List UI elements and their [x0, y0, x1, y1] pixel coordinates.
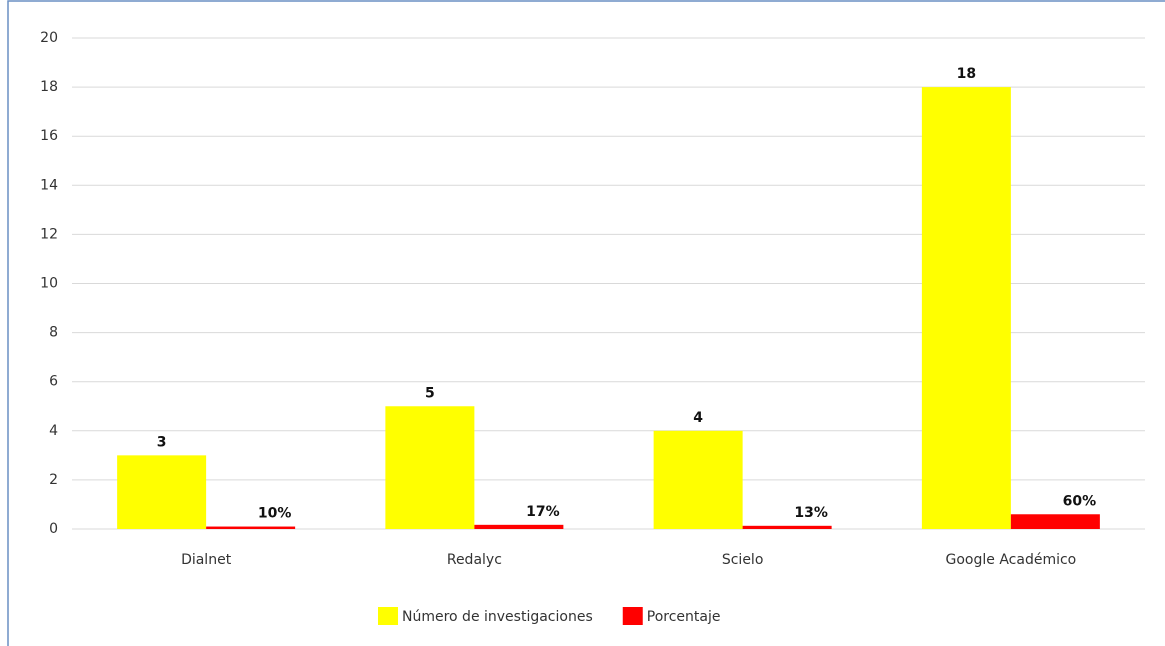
bar	[474, 524, 564, 529]
y-tick-label: 6	[49, 374, 58, 390]
legend-swatch	[378, 607, 398, 625]
data-label: 10%	[258, 506, 292, 522]
x-tick-label: Redalyc	[447, 552, 502, 568]
legend-label: Porcentaje	[647, 609, 721, 625]
bar	[742, 525, 832, 529]
y-tick-label: 14	[40, 177, 58, 193]
y-tick-label: 12	[40, 226, 58, 242]
y-tick-label: 2	[49, 472, 58, 488]
x-tick-label: Dialnet	[181, 552, 232, 568]
data-label: 18	[957, 66, 976, 82]
y-tick-label: 18	[40, 79, 58, 95]
bar	[385, 406, 475, 529]
y-tick-label: 10	[40, 276, 58, 292]
bar	[653, 430, 743, 529]
y-tick-label: 16	[40, 128, 58, 144]
legend-label: Número de investigaciones	[402, 609, 593, 625]
x-tick-label: Google Académico	[946, 552, 1077, 568]
bar	[117, 455, 207, 529]
bar	[206, 526, 296, 529]
bar	[921, 87, 1011, 529]
y-tick-label: 8	[49, 325, 58, 341]
y-tick-label: 4	[49, 423, 58, 439]
frame	[7, 0, 1165, 646]
data-label: 60%	[1063, 493, 1097, 509]
bar	[1010, 514, 1100, 529]
y-tick-label: 20	[40, 30, 58, 46]
y-tick-label: 0	[49, 521, 58, 537]
data-label: 4	[693, 410, 703, 426]
data-label: 13%	[794, 505, 828, 521]
legend-swatch	[622, 607, 643, 625]
data-label: 5	[425, 385, 435, 401]
data-label: 3	[157, 434, 167, 450]
data-label: 17%	[526, 504, 560, 520]
x-tick-label: Scielo	[722, 552, 764, 568]
